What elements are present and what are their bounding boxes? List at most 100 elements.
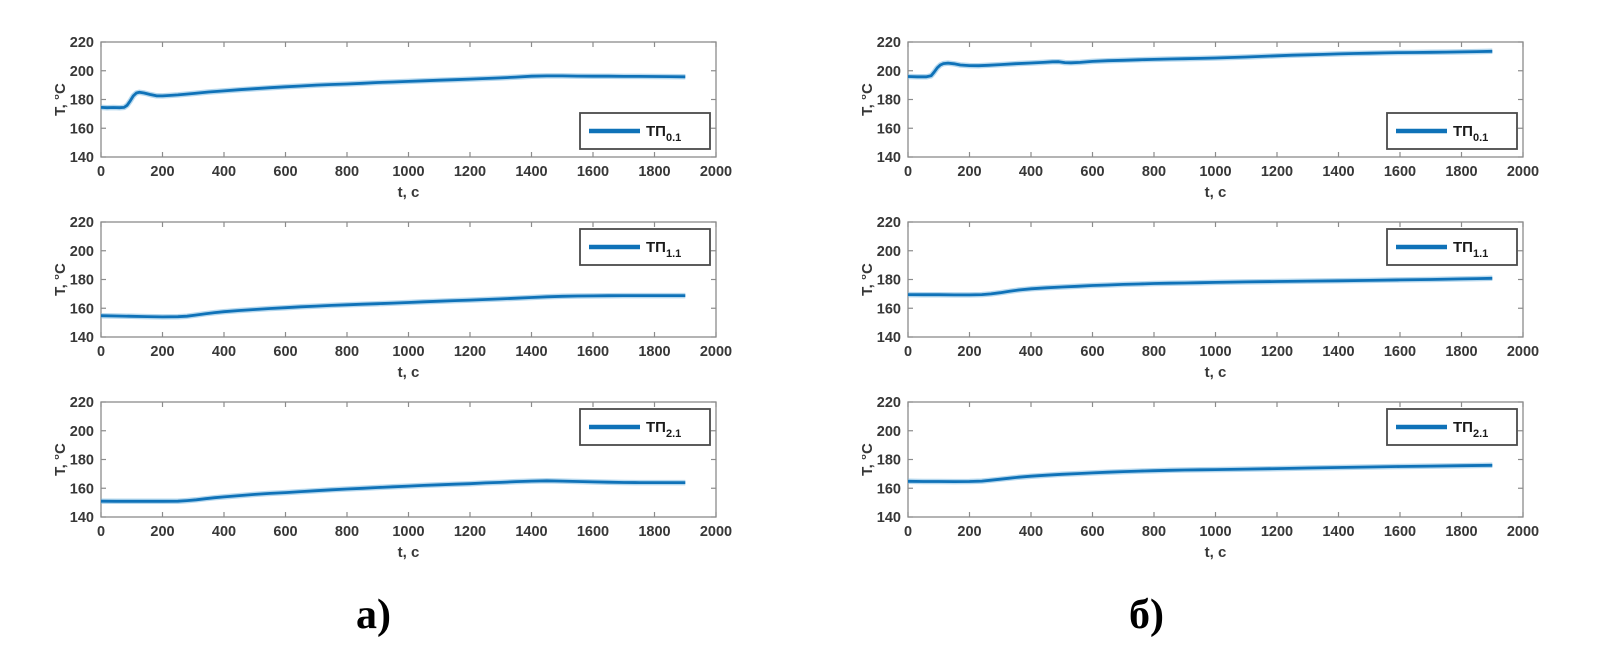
x-tick-label: 1800: [1445, 344, 1477, 360]
x-tick-label: 0: [904, 164, 912, 180]
y-tick-label: 180: [877, 93, 901, 109]
x-tick-label: 2000: [700, 524, 732, 540]
y-tick-label: 180: [70, 453, 94, 469]
chart-a-tp21: 0 200 400 600 800 1000 1200 1400 1600 1800 2000 140…: [55, 394, 745, 564]
y-axis-label: T, °C: [55, 443, 69, 476]
x-tick-label: 800: [335, 164, 359, 180]
x-tick-label: 600: [273, 164, 297, 180]
y-tick-label: 140: [877, 150, 901, 166]
x-tick-label: 400: [1019, 344, 1043, 360]
x-tick-label: 800: [1142, 344, 1166, 360]
series-line: [907, 463, 1493, 483]
x-tick-label: 400: [212, 164, 236, 180]
x-tick-label: 1400: [515, 164, 547, 180]
tick-marks: [100, 401, 717, 518]
x-tick-label: 1000: [1199, 164, 1231, 180]
legend-label: ТП2.1: [1453, 419, 1488, 440]
y-axis-label: T, °C: [862, 83, 876, 116]
x-tick-label: 0: [904, 344, 912, 360]
x-tick-label: 2000: [1507, 524, 1539, 540]
x-tick-label: 1800: [1445, 164, 1477, 180]
y-tick-label: 160: [877, 481, 901, 497]
y-axis-label: T, °C: [55, 83, 69, 116]
x-tick-label: 2000: [1507, 344, 1539, 360]
y-tick-label: 200: [877, 424, 901, 440]
x-tick-label: 1000: [392, 344, 424, 360]
y-tick-label: 140: [70, 330, 94, 346]
x-tick-label: 1600: [1384, 524, 1416, 540]
x-tick-label: 1000: [392, 164, 424, 180]
chart-a-tp21-svg: 0 200 400 600 800 1000 1200 1400 1600 1800 2000 140…: [55, 395, 732, 561]
x-tick-label: 1200: [454, 524, 486, 540]
chart-b-tp01-svg: 0 200 400 600 800 1000 1200 1400 1600 1800 2000 140…: [862, 35, 1539, 201]
legend-label: ТП1.1: [646, 239, 681, 260]
x-tick-label: 800: [335, 344, 359, 360]
chart-b-tp21-svg: 0 200 400 600 800 1000 1200 1400 1600 1800 2000 140…: [862, 395, 1539, 561]
y-tick-label: 160: [70, 481, 94, 497]
chart-a-tp11-svg: 0 200 400 600 800 1000 1200 1400 1600 1800 2000 140…: [55, 215, 732, 381]
x-tick-label: 600: [273, 344, 297, 360]
chart-b-tp01: 0 200 400 600 800 1000 1200 1400 1600 1800 2000 140…: [862, 34, 1552, 204]
x-tick-label: 600: [273, 524, 297, 540]
x-tick-label: 1600: [577, 164, 609, 180]
chart-b-tp21: 0 200 400 600 800 1000 1200 1400 1600 1800 2000 140…: [862, 394, 1552, 564]
x-tick-label: 200: [150, 344, 174, 360]
x-tick-label: 0: [97, 164, 105, 180]
x-tick-label: 0: [97, 524, 105, 540]
x-tick-label: 400: [212, 344, 236, 360]
tick-marks: [907, 41, 1524, 158]
x-tick-label: 600: [1080, 524, 1104, 540]
legend-label: ТП0.1: [1453, 123, 1488, 144]
y-tick-label: 180: [70, 93, 94, 109]
x-tick-label: 1200: [1261, 344, 1293, 360]
x-tick-label: 200: [150, 164, 174, 180]
y-axis-label: T, °C: [862, 443, 876, 476]
x-tick-label: 1000: [392, 524, 424, 540]
y-tick-label: 220: [877, 35, 901, 51]
y-tick-label: 220: [70, 395, 94, 411]
chart-a-tp01: 0 200 400 600 800 1000 1200 1400 1600 1800 2000 140…: [55, 34, 745, 204]
y-tick-label: 160: [70, 301, 94, 317]
y-tick-label: 180: [877, 273, 901, 289]
y-axis-label: T, °C: [55, 263, 69, 296]
x-tick-label: 2000: [700, 164, 732, 180]
x-tick-label: 1200: [1261, 164, 1293, 180]
legend: ТП1.1: [1386, 228, 1518, 266]
x-tick-label: 1200: [454, 164, 486, 180]
y-tick-label: 140: [70, 510, 94, 526]
x-tick-label: 2000: [1507, 164, 1539, 180]
legend-label: ТП0.1: [646, 123, 681, 144]
x-tick-label: 1000: [1199, 524, 1231, 540]
y-tick-label: 200: [70, 424, 94, 440]
x-tick-label: 1000: [1199, 344, 1231, 360]
y-axis-label: T, °C: [862, 263, 876, 296]
x-tick-label: 1200: [1261, 524, 1293, 540]
tick-marks: [100, 41, 717, 158]
figure-label-a: а): [356, 592, 391, 638]
chart-a-tp01-svg: 0 200 400 600 800 1000 1200 1400 1600 1800 2000 140…: [55, 35, 732, 201]
chart-a-tp11: 0 200 400 600 800 1000 1200 1400 1600 1800 2000 140…: [55, 214, 745, 384]
legend-label: ТП1.1: [1453, 239, 1488, 260]
x-tick-label: 800: [1142, 164, 1166, 180]
x-tick-label: 0: [904, 524, 912, 540]
y-tick-label: 220: [70, 35, 94, 51]
legend-box: [1386, 408, 1518, 446]
x-axis-label: t, c: [1205, 184, 1227, 201]
y-tick-label: 140: [877, 330, 901, 346]
y-tick-label: 220: [877, 215, 901, 231]
x-tick-label: 1400: [1322, 344, 1354, 360]
x-tick-label: 1800: [1445, 524, 1477, 540]
legend: ТП2.1: [1386, 408, 1518, 446]
x-tick-label: 200: [957, 524, 981, 540]
x-tick-label: 1400: [1322, 524, 1354, 540]
legend: ТП1.1: [579, 228, 711, 266]
x-tick-label: 600: [1080, 164, 1104, 180]
x-axis-label: t, c: [1205, 364, 1227, 381]
series-line: [100, 294, 686, 319]
y-tick-label: 160: [70, 121, 94, 137]
legend-label: ТП2.1: [646, 419, 681, 440]
x-tick-label: 600: [1080, 344, 1104, 360]
x-tick-label: 1600: [1384, 164, 1416, 180]
series-line: [100, 479, 686, 503]
